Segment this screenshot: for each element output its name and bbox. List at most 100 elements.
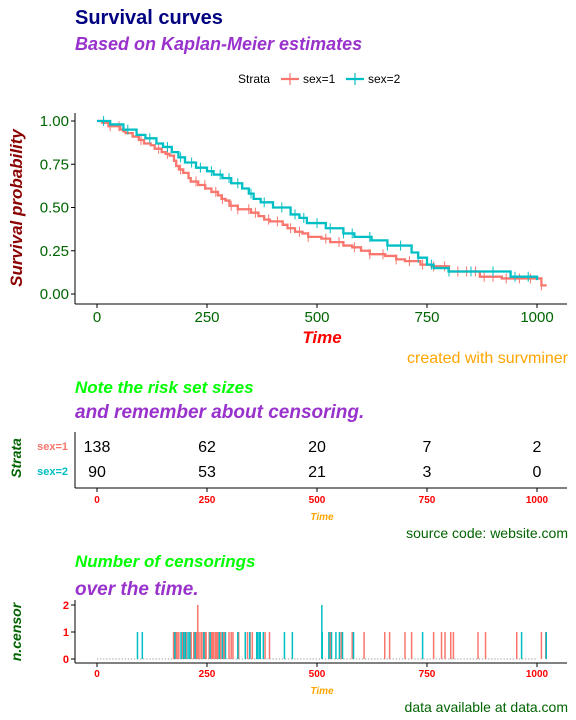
censor-zero-dot [337, 658, 339, 660]
legend-entry-sex2: sex=2 [368, 72, 401, 86]
censor-zero-dot [226, 658, 228, 660]
risk-cell: 138 [84, 439, 111, 456]
censor-zero-dot [417, 658, 419, 660]
censor-zero-dot [294, 658, 296, 660]
censor-plot-subtitle: over the time. [75, 579, 199, 600]
censor-zero-dot [371, 658, 373, 660]
censor-zero-dot [478, 658, 481, 660]
censor-zero-dot [454, 658, 456, 660]
censor-zero-dot [284, 658, 287, 660]
censor-zero-dot [377, 658, 379, 660]
censor-zero-dot [463, 658, 465, 660]
censor-zero-dot [149, 658, 151, 660]
survival-line-sex1 [97, 119, 547, 287]
censor-zero-dot [158, 658, 160, 660]
risk-x-tick-label: 1000 [526, 495, 549, 506]
censor-zero-dot [503, 658, 505, 660]
risk-cell: 53 [198, 464, 216, 481]
risk-caption: source code: website.com [406, 525, 568, 541]
survival-line-sex2 [97, 119, 539, 281]
censor-zero-dot [112, 658, 114, 660]
censor-x-tick-label: 250 [199, 669, 216, 680]
censor-zero-dot [247, 658, 250, 660]
risk-x-tick-label: 0 [94, 495, 100, 506]
censor-zero-dot [386, 658, 388, 660]
y-tick-label: 0.25 [40, 243, 69, 260]
risk-cell: 7 [423, 439, 432, 456]
censor-zero-dot [420, 658, 422, 660]
censor-zero-dot [324, 658, 327, 660]
risk-row-label-sex1: sex=1 [37, 441, 68, 453]
risk-table-title: Note the risk set sizes [75, 378, 254, 397]
censor-zero-dot [318, 658, 320, 660]
x-tick-label: 0 [93, 309, 101, 326]
chart-title: Survival curves [75, 7, 223, 29]
censor-zero-dot [509, 658, 511, 660]
censor-zero-dot [380, 658, 382, 660]
censor-zero-dot [130, 658, 133, 660]
censor-zero-dot [392, 658, 394, 660]
censor-zero-dot [235, 658, 237, 660]
censor-zero-dot [475, 658, 478, 660]
censor-zero-dot [343, 658, 345, 660]
censor-zero-dot [121, 658, 123, 660]
censor-zero-dot [488, 658, 490, 660]
censor-plot-title: Number of censorings [75, 552, 255, 571]
x-tick-label: 500 [304, 309, 329, 326]
legend-entry-sex1: sex=1 [303, 72, 336, 86]
censor-zero-dot [100, 658, 102, 660]
risk-table-subtitle: and remember about censoring. [75, 402, 364, 423]
censor-zero-dot [426, 658, 428, 660]
censor-zero-dot [309, 658, 311, 660]
plot-caption: created with survminer [407, 350, 569, 367]
censor-zero-dot [395, 658, 397, 660]
censor-x-tick-label: 0 [94, 669, 100, 680]
censor-zero-dot [441, 658, 444, 660]
risk-x-tick-label: 500 [309, 495, 326, 506]
censor-zero-dot [401, 658, 404, 660]
censor-zero-dot [374, 658, 376, 660]
risk-cell: 90 [88, 464, 106, 481]
censor-zero-dot [522, 658, 524, 660]
censor-zero-dot [315, 658, 317, 660]
censor-zero-dot [155, 658, 157, 660]
chart-subtitle: Based on Kaplan-Meier estimates [75, 34, 362, 54]
risk-cell: 3 [423, 464, 432, 481]
censor-zero-dot [287, 658, 290, 660]
censor-zero-dot [469, 658, 471, 660]
censor-zero-dot [364, 658, 367, 660]
censor-x-axis-label: Time [310, 686, 334, 697]
censor-y-tick-label: 1 [63, 627, 69, 639]
censor-zero-dot [278, 658, 280, 660]
censor-zero-dot [423, 658, 425, 660]
censor-zero-dot [349, 658, 351, 660]
y-axis-label: Survival probability [7, 128, 26, 287]
censor-zero-dot [518, 658, 521, 660]
censor-zero-dot [472, 658, 474, 660]
censor-zero-dot [281, 658, 283, 660]
censor-zero-dot [140, 658, 142, 660]
censor-zero-dot [124, 658, 126, 660]
censor-zero-dot [368, 658, 370, 660]
censor-zero-dot [448, 658, 450, 660]
censor-zero-dot [435, 658, 437, 660]
risk-x-axis-label: Time [310, 512, 334, 523]
censor-x-tick-label: 500 [309, 669, 326, 680]
censor-zero-dot [303, 658, 305, 660]
censor-zero-dot [127, 658, 129, 660]
censor-zero-dot [408, 658, 410, 660]
y-tick-label: 0.75 [40, 156, 69, 173]
censor-zero-dot [398, 658, 401, 660]
y-tick-label: 0.50 [40, 200, 69, 217]
risk-x-tick-label: 250 [199, 495, 216, 506]
censor-zero-dot [494, 658, 496, 660]
censor-zero-dot [500, 658, 502, 660]
censor-x-tick-label: 1000 [526, 669, 549, 680]
censor-zero-dot [497, 658, 499, 660]
censor-zero-dot [118, 658, 120, 660]
censor-zero-dot [275, 658, 277, 660]
censor-zero-dot [266, 658, 268, 660]
censor-zero-dot [438, 658, 441, 660]
censor-zero-dot [466, 658, 468, 660]
